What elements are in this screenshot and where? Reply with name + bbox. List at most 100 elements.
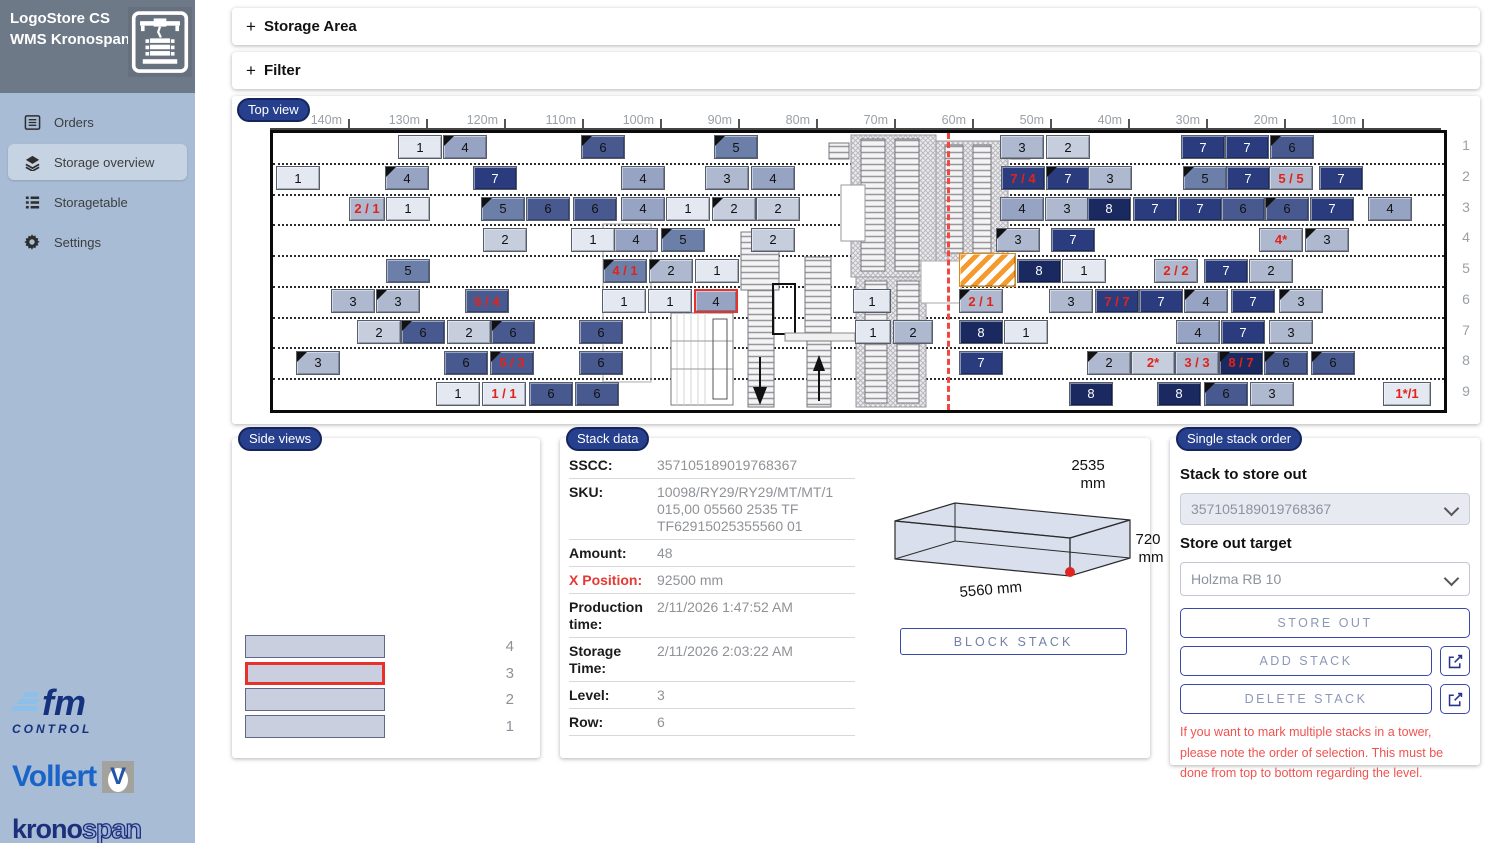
stack-box[interactable]: 3 — [331, 289, 375, 314]
stack-box[interactable]: 3 — [1045, 196, 1089, 221]
stack-box[interactable]: 7 — [1204, 258, 1248, 283]
stack-box[interactable]: 1 — [695, 258, 739, 283]
stack-box[interactable]: 6 — [1311, 350, 1355, 375]
delete-stack-button[interactable]: DELETE STACK — [1180, 684, 1432, 714]
stack-box[interactable]: 6 — [401, 320, 445, 345]
stack-box[interactable]: 4 — [1176, 320, 1220, 345]
stack-box[interactable]: 5 — [386, 258, 430, 283]
stack-box[interactable]: 4 — [1368, 196, 1412, 221]
stack-box[interactable]: 4 — [621, 166, 665, 191]
stack-box[interactable]: 2 / 1 — [959, 289, 1003, 314]
stack-box[interactable]: 7 — [1310, 196, 1354, 221]
stack-box[interactable]: 6 — [573, 196, 617, 221]
stack-box[interactable]: 1 — [666, 196, 710, 221]
stack-box[interactable]: 8 — [1157, 381, 1201, 406]
stack-box[interactable]: 4 — [621, 196, 665, 221]
stack-box[interactable]: 8 — [1087, 196, 1131, 221]
stack-box[interactable]: 6 — [575, 381, 619, 406]
stack-box[interactable]: 2 — [893, 320, 933, 345]
stack-box[interactable]: 4 — [385, 166, 429, 191]
stack-box[interactable]: 7 — [1133, 196, 1177, 221]
stack-box[interactable]: 7 — [959, 350, 1003, 375]
stack-box[interactable]: 7 — [1139, 289, 1183, 314]
stack-box[interactable]: 6 — [579, 320, 623, 345]
stack-box[interactable]: 1 — [853, 289, 891, 314]
stack-box[interactable]: 5 — [481, 196, 525, 221]
stack-box[interactable]: 1 — [386, 196, 430, 221]
stack-box[interactable]: 1 — [1062, 258, 1106, 283]
stack-box[interactable]: 4 — [1184, 289, 1228, 314]
stack-box[interactable]: 4 — [614, 227, 658, 252]
stack-box[interactable]: 6 / 4 — [465, 289, 509, 314]
stack-box[interactable]: 6 — [491, 320, 535, 345]
stack-box[interactable]: 1 — [1004, 320, 1048, 345]
stack-box[interactable]: 2 / 1 — [349, 196, 385, 221]
target-select[interactable]: Holzma RB 10 — [1180, 562, 1470, 596]
stack-box[interactable]: 6 — [1221, 196, 1265, 221]
stack-box[interactable]: 4* — [1259, 227, 1303, 252]
stack-box[interactable]: 3 — [376, 289, 420, 314]
stack-box[interactable]: 2 — [1046, 135, 1090, 160]
stack-box[interactable]: 7 — [1051, 227, 1095, 252]
stack-box[interactable]: 6 — [1270, 135, 1314, 160]
stack-box[interactable]: 3 / 3 — [1175, 350, 1219, 375]
stack-box[interactable]: 1 / 1 — [482, 381, 526, 406]
stack-box[interactable]: 7 — [1178, 196, 1222, 221]
stack-box[interactable]: 3 — [1049, 289, 1093, 314]
stack-box[interactable]: 7 — [1226, 166, 1270, 191]
stack-box[interactable]: 4 — [1000, 196, 1044, 221]
stack-box[interactable]: 7 — [1181, 135, 1225, 160]
stack-box[interactable]: 5 / 5 — [1269, 166, 1313, 191]
storage-area-accordion[interactable]: + Storage Area — [232, 8, 1480, 45]
side-view-level[interactable] — [245, 635, 385, 658]
stack-box[interactable]: 2 — [447, 320, 491, 345]
stack-box[interactable]: 2 — [649, 258, 693, 283]
side-view-level[interactable] — [245, 688, 385, 711]
stack-box[interactable]: 7 — [1221, 320, 1265, 345]
stack-box[interactable]: 3 — [705, 166, 749, 191]
stack-box[interactable]: 8 — [959, 320, 1003, 345]
stack-box[interactable]: 6 — [526, 196, 570, 221]
stack-box[interactable]: 7 / 4 — [1001, 166, 1045, 191]
stack-box[interactable]: 3 — [1305, 227, 1349, 252]
stack-box[interactable]: 1 — [436, 381, 480, 406]
stack-box[interactable]: 7 — [1225, 135, 1269, 160]
stack-box[interactable]: 3 — [1000, 135, 1044, 160]
sidebar-item-storage-overview[interactable]: Storage overview — [8, 144, 187, 180]
sidebar-item-orders[interactable]: Orders — [8, 104, 187, 140]
stack-box[interactable]: 2* — [1131, 350, 1175, 375]
stack-box[interactable]: 7 — [1231, 289, 1275, 314]
stack-box[interactable]: 2 — [483, 227, 527, 252]
stack-select[interactable]: 357105189019768367 — [1180, 493, 1470, 525]
stack-box[interactable]: 7 — [473, 166, 517, 191]
stack-box[interactable]: 1*/1 — [1383, 381, 1431, 406]
stack-box[interactable]: 2 — [756, 196, 800, 221]
stack-box[interactable]: 3 — [296, 350, 340, 375]
stack-box[interactable]: 8 / 7 — [1219, 350, 1263, 375]
store-out-button[interactable]: STORE OUT — [1180, 608, 1470, 638]
stack-box[interactable]: 6 — [1264, 350, 1308, 375]
stack-box[interactable]: 4 / 1 — [603, 258, 647, 283]
stack-box[interactable]: 1 — [276, 166, 320, 191]
stack-box[interactable]: 2 / 2 — [1154, 258, 1198, 283]
stack-box[interactable]: 7 — [1046, 166, 1090, 191]
stack-box[interactable]: 3 — [1250, 381, 1294, 406]
stack-box[interactable]: 6 — [579, 350, 623, 375]
stack-box[interactable]: 8 — [1069, 381, 1113, 406]
stack-box[interactable]: 4 — [751, 166, 795, 191]
sidebar-item-settings[interactable]: Settings — [8, 224, 187, 260]
stack-box[interactable]: 6 — [529, 381, 573, 406]
stack-box[interactable]: 6 — [1265, 196, 1309, 221]
delete-stack-external-button[interactable] — [1440, 684, 1470, 714]
stack-box[interactable]: 8 — [1017, 258, 1061, 283]
stack-box[interactable]: 2 — [1087, 350, 1131, 375]
sidebar-item-storagetable[interactable]: Storagetable — [8, 184, 187, 220]
stack-box[interactable]: 5 — [1183, 166, 1227, 191]
stack-box[interactable]: 1 — [398, 135, 442, 160]
stack-box[interactable]: 6 — [444, 350, 488, 375]
stack-box[interactable]: 3 — [1279, 289, 1323, 314]
stack-box[interactable]: 5 — [661, 227, 705, 252]
block-stack-button[interactable]: BLOCK STACK — [900, 628, 1127, 655]
stack-box[interactable]: 3 — [1088, 166, 1132, 191]
add-stack-external-button[interactable] — [1440, 646, 1470, 676]
